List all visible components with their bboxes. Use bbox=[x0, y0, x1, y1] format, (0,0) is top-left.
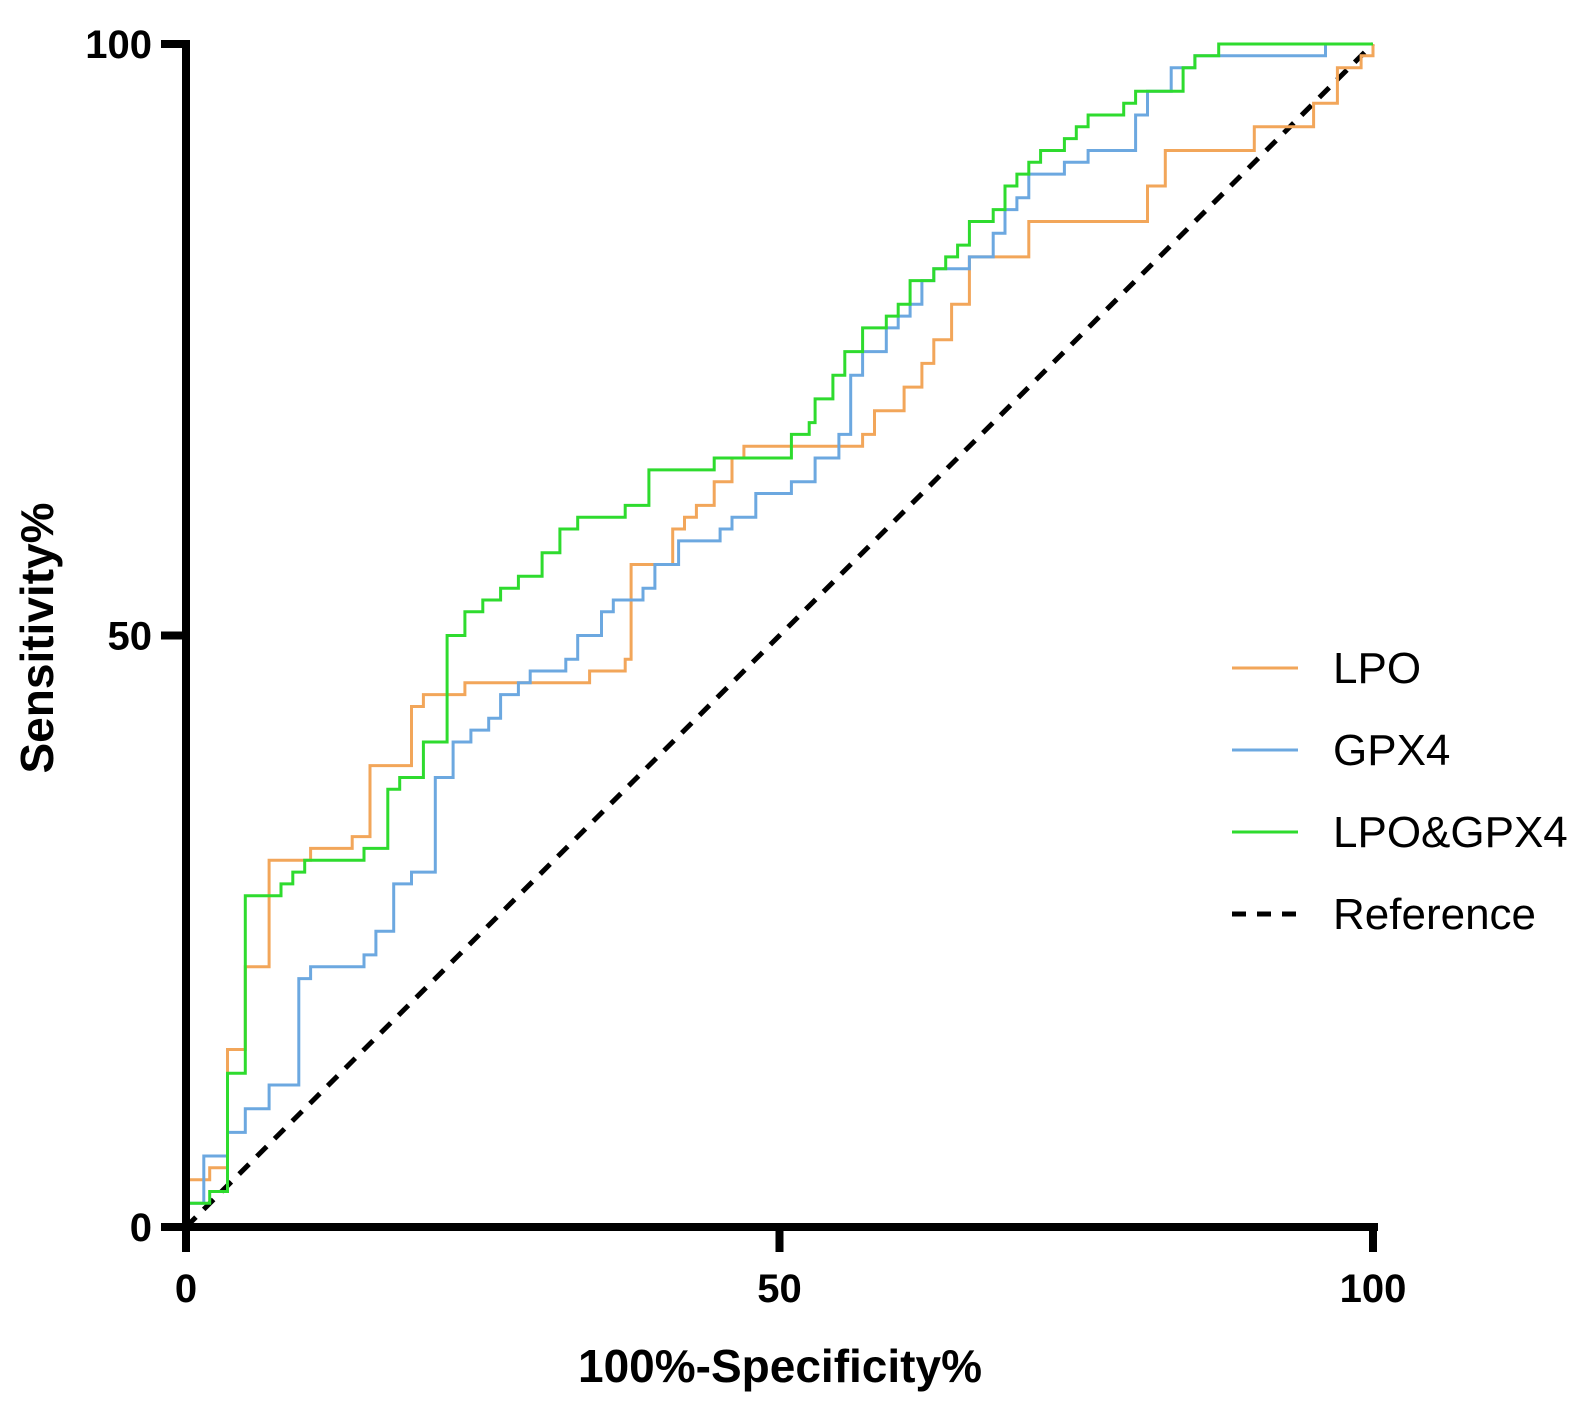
y-tick-label: 0 bbox=[130, 1206, 152, 1250]
y-tick-label: 100 bbox=[85, 23, 152, 67]
legend-label: LPO&GPX4 bbox=[1333, 808, 1568, 857]
x-tick-label: 100 bbox=[1340, 1267, 1407, 1311]
y-tick-label: 50 bbox=[108, 615, 153, 659]
series-line-gpx4 bbox=[184, 42, 1373, 1227]
legend: LPO GPX4 LPO&GPX4 Reference bbox=[1232, 644, 1568, 939]
x-axis-title: 100%-Specificity% bbox=[578, 1340, 982, 1392]
series-line-lpo-gpx4 bbox=[184, 42, 1373, 1227]
x-tick-label: 0 bbox=[175, 1267, 197, 1311]
ticks: 0 50 100 0 50 100 bbox=[85, 23, 1406, 1311]
legend-label: Reference bbox=[1333, 890, 1536, 939]
y-axis-title: Sensitivity% bbox=[11, 503, 63, 774]
plot-area bbox=[184, 42, 1375, 1229]
legend-label: GPX4 bbox=[1333, 726, 1450, 775]
x-tick-label: 50 bbox=[757, 1267, 802, 1311]
legend-label: LPO bbox=[1333, 644, 1421, 693]
series-line-reference bbox=[184, 42, 1375, 1229]
series-line-lpo bbox=[184, 44, 1375, 1227]
